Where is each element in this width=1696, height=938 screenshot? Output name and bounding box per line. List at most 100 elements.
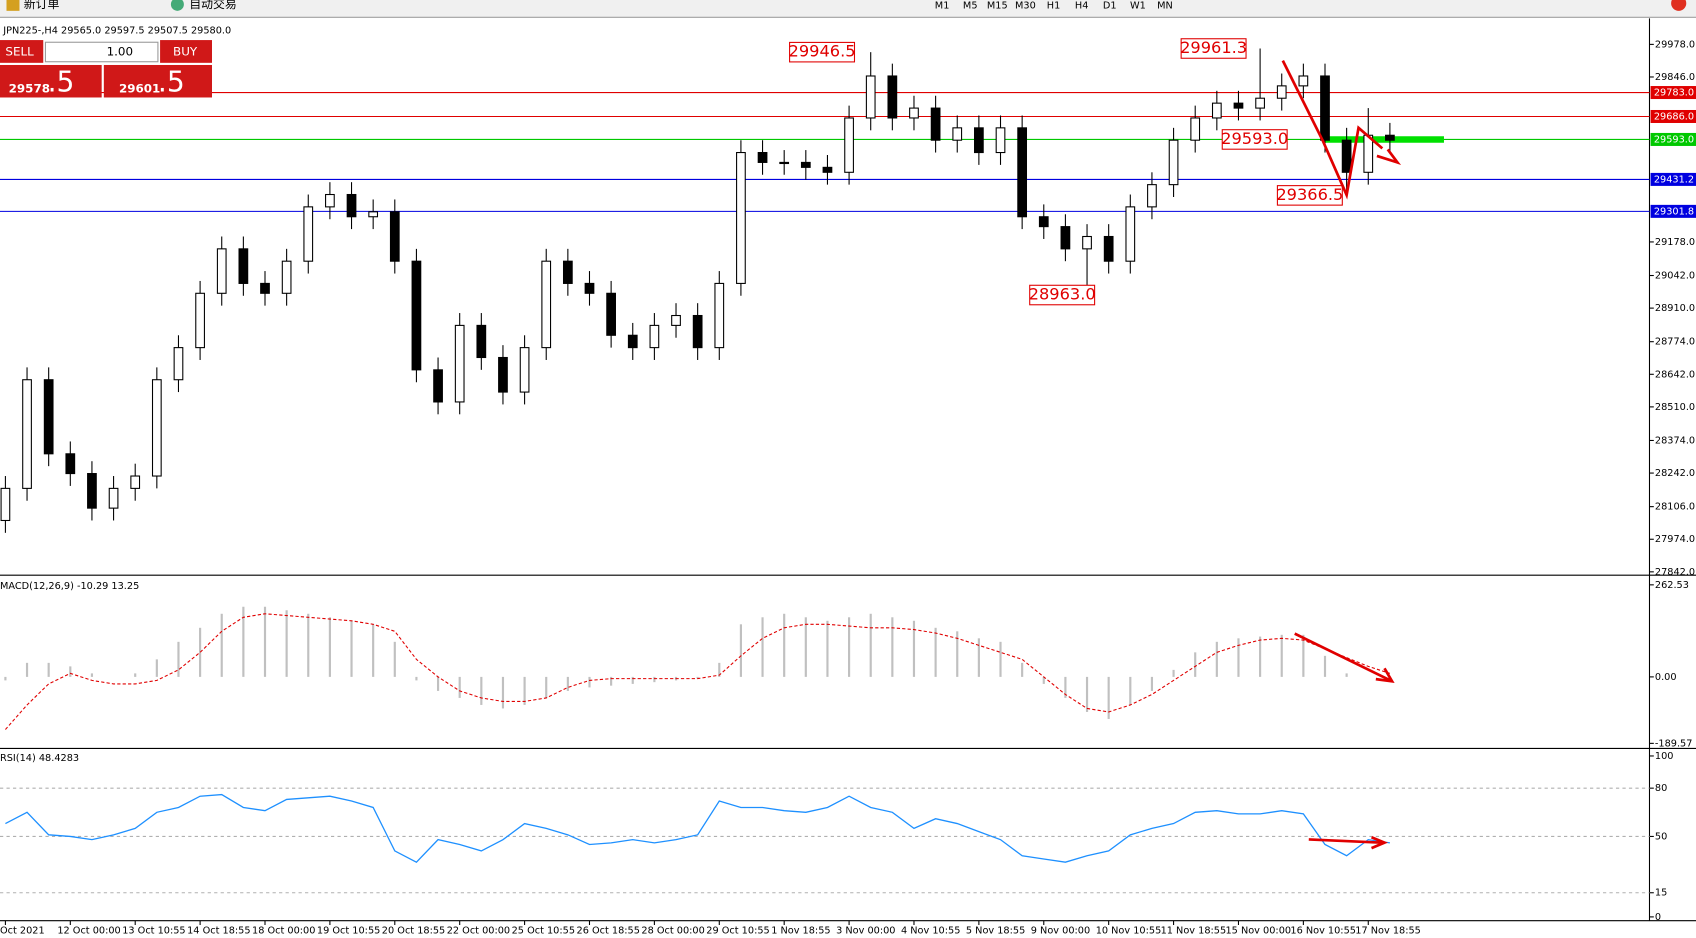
candle-body bbox=[1276, 85, 1287, 99]
price-label: 29686.0 bbox=[1654, 111, 1694, 122]
candle-body bbox=[1038, 216, 1049, 228]
x-tick-label: 22 Oct 00:00 bbox=[447, 925, 510, 936]
candle-body bbox=[87, 473, 97, 509]
new-order-icon[interactable] bbox=[6, 0, 20, 11]
price-label: 29431.2 bbox=[1654, 174, 1694, 185]
ask-button[interactable] bbox=[103, 64, 212, 98]
timeframe-button[interactable]: MN bbox=[1157, 0, 1173, 11]
arrow bbox=[1376, 148, 1402, 166]
candle-body bbox=[692, 314, 703, 349]
price-label-box bbox=[1650, 172, 1696, 186]
sell-label[interactable]: SELL bbox=[5, 44, 34, 58]
candle-body bbox=[1017, 127, 1028, 218]
y-tick-label: 28242.0 bbox=[1655, 468, 1695, 479]
rsi-chart: RSI(14) 48.4283 100 80 50 15 0 bbox=[0, 751, 1673, 923]
auto-trading-icon[interactable] bbox=[170, 0, 184, 11]
notification[interactable] bbox=[1671, 0, 1687, 11]
timeframe-button[interactable]: W1 bbox=[1130, 0, 1146, 11]
candle-body bbox=[260, 282, 270, 294]
price-label-box bbox=[1650, 86, 1696, 100]
arrow bbox=[1375, 667, 1395, 684]
timeframe-button[interactable]: M1 bbox=[935, 0, 950, 11]
x-tick-label: 10 Nov 10:55 bbox=[1096, 925, 1162, 936]
sell-button[interactable] bbox=[0, 40, 44, 63]
price-label: 29783.0 bbox=[1654, 88, 1694, 99]
y-tick-label: 0 bbox=[1655, 912, 1661, 923]
timeframe-button[interactable]: D1 bbox=[1103, 0, 1117, 11]
x-tick-label: 26 Oct 18:55 bbox=[577, 925, 640, 936]
candle-body bbox=[389, 211, 400, 262]
lots-value[interactable]: 1.00 bbox=[107, 44, 133, 58]
y-tick-label: 28510.0 bbox=[1655, 402, 1695, 413]
x-tick-label: 18 Oct 00:00 bbox=[252, 925, 315, 936]
candle-body bbox=[65, 453, 76, 475]
candle-body bbox=[173, 347, 184, 381]
arrow bbox=[1370, 836, 1389, 850]
ask-price[interactable]: 29601 bbox=[119, 81, 160, 95]
x-tick-label: 17 Nov 18:55 bbox=[1355, 925, 1421, 936]
ask-pips[interactable]: .5 bbox=[158, 65, 185, 98]
y-tick-label: 28374.0 bbox=[1655, 435, 1695, 446]
x-tick-label: 29 Oct 10:55 bbox=[706, 925, 769, 936]
price-label-box bbox=[1650, 109, 1696, 123]
new-order-button[interactable]: 新订单 bbox=[24, 0, 60, 11]
timeframe-button[interactable]: M5 bbox=[963, 0, 978, 11]
x-tick-label: Oct 2021 bbox=[0, 925, 45, 936]
candle-body bbox=[865, 75, 876, 119]
buy-label[interactable]: BUY bbox=[173, 44, 198, 58]
candle-body bbox=[584, 282, 595, 294]
candle-body bbox=[562, 260, 573, 284]
candle-body bbox=[1211, 102, 1222, 119]
arrow bbox=[1308, 838, 1383, 845]
x-tick-label: 19 Oct 10:55 bbox=[317, 925, 380, 936]
y-tick-label: 29978.0 bbox=[1655, 39, 1695, 50]
candle-body bbox=[800, 161, 811, 168]
timeframe-button[interactable]: H4 bbox=[1075, 0, 1089, 11]
auto-trading-button[interactable]: 自动交易 bbox=[189, 0, 237, 11]
x-tick-label: 5 Nov 18:55 bbox=[966, 925, 1025, 936]
timeframe-button[interactable]: M15 bbox=[987, 0, 1008, 11]
candle-body bbox=[130, 475, 141, 489]
candle-body bbox=[974, 127, 984, 154]
time-axis: Oct 2021 12 Oct 00:00 13 Oct 10:55 14 Oct 1… bbox=[0, 920, 1421, 936]
symbol-info: JPN225-,H4 29565.0 29597.5 29507.5 29580… bbox=[2, 25, 231, 36]
candle-body bbox=[671, 314, 681, 326]
timeframe-button[interactable]: M30 bbox=[1015, 0, 1036, 11]
candle-body bbox=[1233, 102, 1244, 109]
candle-body bbox=[1103, 235, 1114, 262]
candle-body bbox=[238, 248, 249, 284]
x-tick-label: 16 Nov 10:55 bbox=[1290, 925, 1356, 936]
timeframe-button[interactable]: H1 bbox=[1047, 0, 1061, 11]
bid-price[interactable]: 29578 bbox=[9, 81, 50, 95]
bid-button[interactable] bbox=[0, 64, 102, 98]
bid-pips[interactable]: .5 bbox=[48, 65, 75, 98]
one-click-panel: SELL 1.00 BUY 29578 .5 29601 .5 bbox=[0, 40, 212, 98]
price-label-box bbox=[1650, 204, 1696, 218]
candle-body bbox=[736, 151, 746, 284]
candle-body bbox=[952, 127, 963, 141]
x-tick-label: 13 Oct 10:55 bbox=[122, 925, 185, 936]
price-chart: 29978.0 29846.0 29178.0 29042.0 28910.0 28774… bbox=[0, 38, 1696, 578]
candle-body bbox=[822, 166, 833, 173]
candle-body bbox=[1082, 235, 1092, 250]
candle-body bbox=[433, 369, 443, 403]
x-tick-label: 20 Oct 18:55 bbox=[382, 925, 445, 936]
price-label: 29301.8 bbox=[1654, 206, 1694, 217]
candle-body bbox=[1060, 226, 1071, 250]
y-tick-label: 15 bbox=[1655, 888, 1667, 899]
y-tick-label: 29178.0 bbox=[1655, 237, 1695, 248]
annotation-box bbox=[1029, 284, 1096, 306]
buy-button[interactable] bbox=[160, 40, 212, 63]
candle-body bbox=[108, 487, 119, 509]
y-tick-label: 27842.0 bbox=[1655, 567, 1695, 578]
toolbar-end bbox=[1641, 0, 1696, 16]
candle-body bbox=[1320, 75, 1330, 141]
x-tick-label: 28 Oct 00:00 bbox=[641, 925, 704, 936]
price-label-box bbox=[1650, 132, 1696, 146]
x-tick-label: 15 Nov 00:00 bbox=[1225, 925, 1291, 936]
x-tick-label: 3 Nov 00:00 bbox=[836, 925, 895, 936]
lots-input[interactable] bbox=[44, 41, 159, 63]
candle-body bbox=[346, 193, 357, 218]
x-tick-label: 12 Oct 00:00 bbox=[57, 925, 120, 936]
